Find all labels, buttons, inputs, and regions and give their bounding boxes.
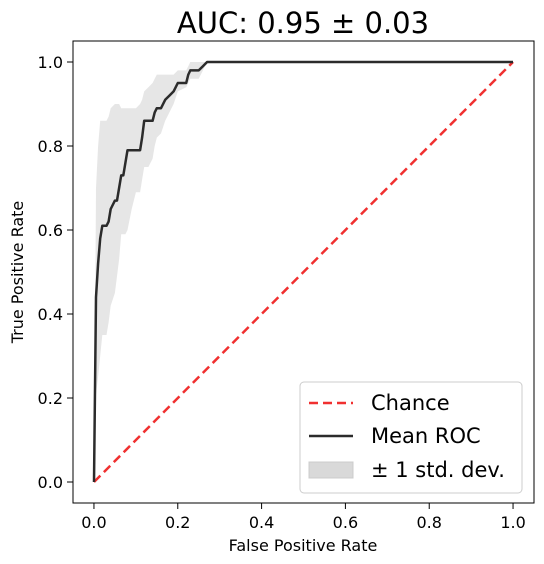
chart-title: AUC: 0.95 ± 0.03 xyxy=(177,6,429,40)
legend-chance-label: Chance xyxy=(371,391,450,415)
y-tick-label: 0.4 xyxy=(38,305,63,324)
y-tick-label: 0.8 xyxy=(38,137,63,156)
y-tick-label: 0.0 xyxy=(38,473,63,492)
x-axis-ticks: 0.0 0.2 0.4 0.6 0.8 1.0 xyxy=(81,503,526,532)
x-tick-label: 0.8 xyxy=(417,513,442,532)
legend-mean-roc-label: Mean ROC xyxy=(371,424,481,448)
y-tick-label: 0.2 xyxy=(38,389,63,408)
x-tick-label: 0.4 xyxy=(249,513,274,532)
legend-std-dev-swatch xyxy=(309,462,353,478)
x-axis-label: False Positive Rate xyxy=(229,536,378,555)
legend: Chance Mean ROC ± 1 std. dev. xyxy=(300,382,522,493)
y-tick-label: 0.6 xyxy=(38,221,63,240)
x-tick-label: 0.0 xyxy=(81,513,106,532)
x-tick-label: 0.2 xyxy=(165,513,190,532)
y-tick-label: 1.0 xyxy=(38,53,63,72)
x-tick-label: 0.6 xyxy=(333,513,358,532)
y-axis-label: True Positive Rate xyxy=(8,201,27,345)
legend-std-dev-label: ± 1 std. dev. xyxy=(371,458,505,482)
x-tick-label: 1.0 xyxy=(500,513,525,532)
y-axis-ticks: 0.0 0.2 0.4 0.6 0.8 1.0 xyxy=(38,53,73,492)
